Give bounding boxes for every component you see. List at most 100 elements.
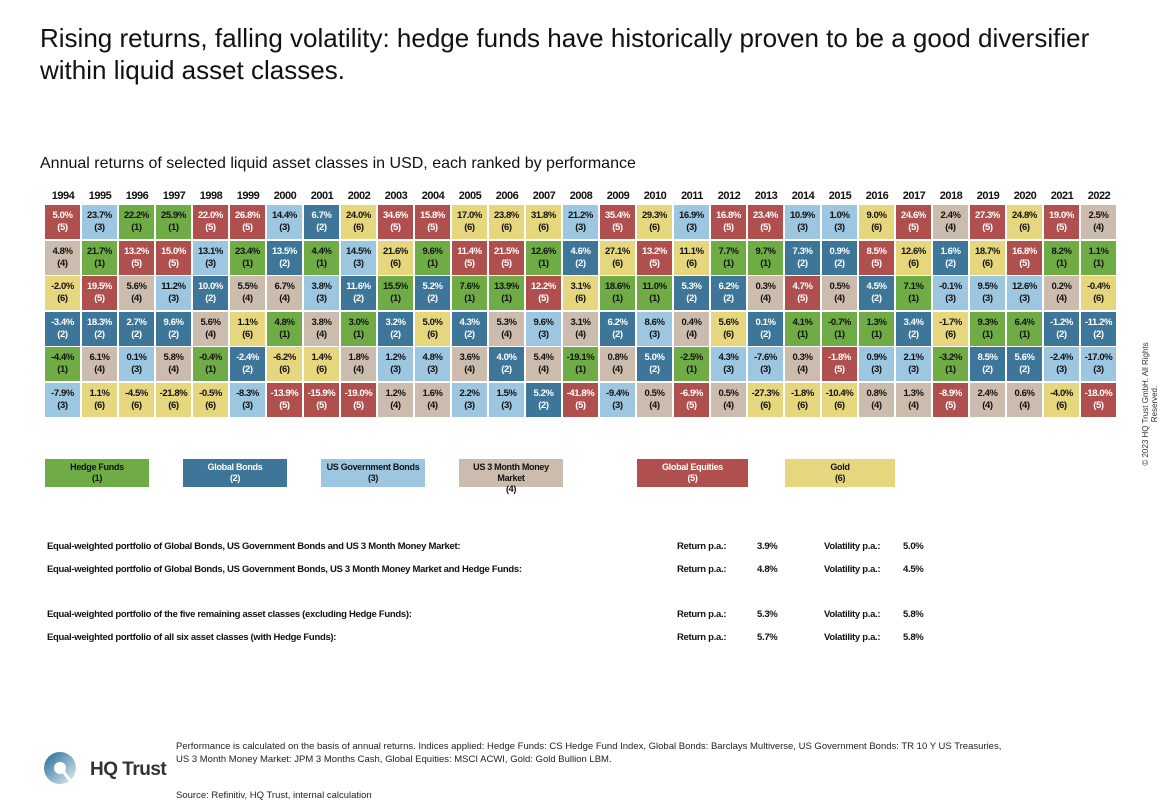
asset-rank-code: (1) — [871, 328, 882, 340]
return-cell: 0.5% (4) — [822, 276, 857, 311]
return-value: 18.6% — [605, 281, 630, 293]
return-value: 17.0% — [457, 210, 482, 221]
return-value: 5.3% — [681, 281, 702, 293]
asset-rank-code: (3) — [612, 400, 623, 411]
return-cell: -4.4% (1) — [45, 347, 80, 382]
year-header: 2022 — [1087, 190, 1111, 202]
asset-rank-code: (2) — [538, 400, 549, 411]
return-cell: 16.9% (3) — [674, 205, 709, 239]
return-value: -2.0% — [51, 281, 74, 293]
return-cell: 3.1% (4) — [563, 311, 598, 346]
return-cell: 3.1% (6) — [563, 276, 598, 311]
legend-code: (5) — [687, 473, 698, 483]
asset-rank-code: (2) — [168, 328, 179, 340]
asset-rank-code: (4) — [94, 364, 105, 376]
return-value: 7.1% — [903, 281, 924, 293]
asset-rank-code: (5) — [205, 222, 216, 233]
return-cell: -18.0% (5) — [1081, 383, 1116, 417]
asset-rank-code: (2) — [871, 293, 882, 305]
return-value: 5.3% — [757, 609, 778, 620]
year-header: 1995 — [88, 190, 112, 202]
asset-rank-code: (1) — [353, 328, 364, 340]
return-value: 1.6% — [940, 245, 961, 257]
asset-rank-code: (2) — [279, 257, 290, 269]
return-cell: -7.6% (3) — [748, 347, 783, 382]
return-value: 35.4% — [605, 210, 630, 221]
year-header: 2014 — [791, 190, 815, 202]
return-cell: -9.4% (3) — [600, 383, 635, 417]
asset-rank-code: (1) — [205, 364, 216, 376]
asset-rank-code: (1) — [1093, 257, 1104, 269]
year-header: 2017 — [902, 190, 926, 202]
return-value: 6.7% — [274, 281, 295, 293]
return-value: 5.6% — [126, 281, 147, 293]
return-value: 4.8% — [274, 316, 295, 328]
asset-rank-code: (2) — [612, 328, 623, 340]
legend-label: Gold — [830, 462, 850, 472]
return-cell: 5.6% (6) — [711, 311, 746, 346]
asset-rank-code: (5) — [686, 400, 697, 411]
return-value: 9.7% — [755, 245, 776, 257]
year-header: 2009 — [606, 190, 630, 202]
asset-rank-code: (3) — [871, 364, 882, 376]
return-value: 0.8% — [866, 388, 887, 399]
return-cell: 0.1% (2) — [748, 311, 783, 346]
return-cell: -4.0% (6) — [1044, 383, 1079, 417]
volatility-label: Volatility p.a.: — [824, 564, 881, 575]
return-cell: 16.8% (5) — [711, 205, 746, 239]
return-cell: 35.4% (5) — [600, 205, 635, 239]
return-cell: 12.6% (1) — [526, 240, 561, 275]
asset-rank-code: (1) — [94, 257, 105, 269]
return-cell: 21.2% (3) — [563, 205, 598, 239]
asset-rank-code: (3) — [242, 400, 253, 411]
legend-label: Global Equities — [661, 462, 723, 472]
return-cell: 8.5% (2) — [970, 347, 1005, 382]
asset-rank-code: (2) — [131, 328, 142, 340]
return-cell: 11.2% (3) — [156, 276, 191, 311]
return-value: 21.5% — [494, 245, 519, 257]
return-cell: 0.5% (4) — [711, 383, 746, 417]
asset-rank-code: (3) — [908, 364, 919, 376]
return-cell: 9.7% (1) — [748, 240, 783, 275]
asset-rank-code: (6) — [57, 293, 68, 305]
return-value: 5.6% — [1014, 352, 1035, 364]
return-value: 5.8% — [163, 352, 184, 364]
return-value: 3.0% — [348, 316, 369, 328]
return-cell: 1.2% (3) — [378, 347, 413, 382]
asset-rank-code: (3) — [316, 293, 327, 305]
asset-rank-code: (6) — [538, 222, 549, 233]
return-cell: 0.5% (4) — [637, 383, 672, 417]
legend-code: (1) — [91, 473, 103, 483]
return-cell: -0.4% (6) — [1081, 276, 1116, 311]
asset-rank-code: (2) — [94, 328, 105, 340]
legend-label: Global Bonds — [207, 462, 263, 472]
asset-rank-code: (4) — [131, 293, 142, 305]
return-cell: 17.0% (6) — [452, 205, 487, 239]
return-value: -4.4% — [51, 352, 74, 364]
asset-rank-code: (6) — [242, 328, 253, 340]
return-value: 4.6% — [570, 245, 591, 257]
return-value: 0.1% — [126, 352, 147, 364]
asset-rank-code: (5) — [649, 257, 660, 269]
asset-rank-code: (6) — [834, 400, 845, 411]
logo-mark-icon — [44, 752, 78, 789]
return-value: 1.1% — [1088, 245, 1109, 257]
return-value: 5.5% — [237, 281, 258, 293]
return-cell: 11.6% (2) — [341, 276, 376, 311]
return-value: 9.5% — [977, 281, 998, 293]
return-cell: 6.7% (2) — [304, 205, 339, 239]
return-cell: 6.7% (4) — [267, 276, 302, 311]
asset-rank-code: (4) — [1093, 222, 1104, 233]
return-value: 19.5% — [87, 281, 112, 293]
return-value: 0.4% — [681, 316, 702, 328]
return-cell: 21.6% (6) — [378, 240, 413, 275]
asset-rank-code: (1) — [723, 257, 734, 269]
asset-rank-code: (6) — [131, 400, 142, 411]
return-cell: 9.5% (3) — [970, 276, 1005, 311]
asset-rank-code: (6) — [1093, 293, 1104, 305]
asset-rank-code: (6) — [427, 328, 438, 340]
return-cell: 1.1% (6) — [82, 383, 117, 417]
return-value: 13.2% — [642, 245, 667, 257]
return-value: 7.3% — [792, 245, 813, 257]
return-value: 15.5% — [383, 281, 408, 293]
